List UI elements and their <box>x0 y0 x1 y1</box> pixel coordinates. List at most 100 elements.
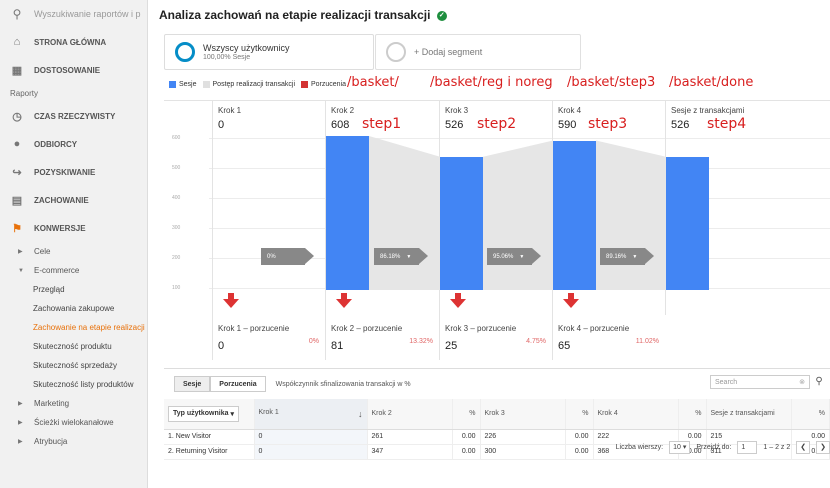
nav-attribution[interactable]: ▶ Atrybucja <box>0 432 147 451</box>
nav-leaf-overview[interactable]: Przegląd <box>33 285 65 294</box>
caret-down-icon: ▼ <box>18 267 24 274</box>
grid-line <box>209 138 830 139</box>
nav-conversions[interactable]: ⚑ KONWERSJE <box>0 214 147 242</box>
search-icon: ⚲ <box>12 7 22 21</box>
nav-ecommerce[interactable]: ▼ E-commerce <box>0 261 147 280</box>
column-header[interactable]: Krok 1 ↓ <box>254 399 368 430</box>
nav-realtime-label: CZAS RZECZYWISTY <box>34 111 116 121</box>
funnel-bar-step-2[interactable] <box>326 135 369 290</box>
nav-behavior-label: ZACHOWANIE <box>34 195 89 205</box>
progress-flag-2-label: 86.18% <box>380 253 401 260</box>
nav-leaf-checkout-behavior[interactable]: Zachowanie na etapie realizacji <box>33 323 145 332</box>
progress-flag-1[interactable]: 0% <box>261 248 314 265</box>
caret-right-icon: ▶ <box>18 401 23 407</box>
column-header[interactable]: Sesje z transakcjami <box>706 399 792 430</box>
dropoff-step-2[interactable]: Krok 2 – porzucenie 81 13.32% <box>325 316 439 360</box>
column-header[interactable]: % <box>565 399 594 430</box>
dropoff-step-1-pct: 0% <box>308 338 319 345</box>
dropoff-step-4[interactable]: Krok 4 – porzucenie 65 11.02% <box>552 316 665 360</box>
progress-flag-3[interactable]: 95.06% ▼ <box>487 248 541 265</box>
person-icon: ● <box>13 138 21 150</box>
nav-home[interactable]: ⌂ STRONA GŁÓWNA <box>0 28 147 56</box>
table-cell: 300 <box>480 444 566 460</box>
sessions-toggle-button[interactable]: Sesje <box>174 376 211 392</box>
clock-icon: ◷ <box>12 110 22 123</box>
legend-swatch <box>169 81 176 88</box>
nav-multichannel-label: Ścieżki wielokanałowe <box>34 418 114 427</box>
annotation-url-2: /basket/reg i noreg <box>430 75 553 90</box>
clear-search-icon[interactable]: ⊗ <box>799 379 805 386</box>
nav-leaf-product-performance[interactable]: Skuteczność produktu <box>33 342 112 351</box>
caret-right-icon: ▶ <box>18 420 23 426</box>
caret-right-icon: ▶ <box>18 249 23 255</box>
step-2: Krok 2 608 <box>331 106 354 131</box>
caret-down-icon: ▼ <box>519 253 525 260</box>
table-cell: 222 <box>593 429 679 445</box>
nav-audience[interactable]: ● ODBIORCY <box>0 130 147 158</box>
column-header[interactable]: % <box>452 399 481 430</box>
segment-all-users[interactable]: Wszyscy użytkownicy 100,00% Sesje <box>164 34 374 70</box>
row-dimension[interactable]: 2. Returning Visitor <box>164 444 255 460</box>
dropoff-step-3[interactable]: Krok 3 – porzucenie 25 4.75% <box>439 316 552 360</box>
row-dimension[interactable]: 1. New Visitor <box>164 429 255 445</box>
verified-shield-icon: ✓ <box>436 10 447 21</box>
report-search[interactable]: ⚲ Wyszukiwanie raportów i p <box>0 0 147 28</box>
next-page-button[interactable]: ❯ <box>816 440 830 454</box>
pagination: Liczba wierszy: 10 ▾ Przejdź do: 1 1 – 2… <box>616 439 830 455</box>
funnel-bar-transactions[interactable] <box>666 156 709 290</box>
nav-leaf-product-list[interactable]: Skuteczność listy produktów <box>33 380 134 389</box>
dropoff-step-1[interactable]: Krok 1 – porzucenie 0 0% <box>212 316 325 360</box>
table-search-placeholder: Search <box>715 378 738 386</box>
funnel-bar-step-3[interactable] <box>440 156 483 290</box>
nav-behavior[interactable]: ▤ ZACHOWANIE <box>0 186 147 214</box>
column-separator <box>212 100 213 360</box>
dropoff-arrow-icon <box>563 299 579 308</box>
progress-area <box>596 140 666 290</box>
column-header[interactable]: Krok 4 <box>593 399 679 430</box>
step-1: Krok 1 0 <box>218 106 241 131</box>
step-2-value: 608 <box>331 119 350 131</box>
table-cell: 0.00 <box>565 444 594 460</box>
progress-area <box>369 135 440 290</box>
goto-label: Przejdź do: <box>696 443 732 451</box>
step-4-value: 590 <box>558 119 577 131</box>
step-transactions-label: Sesje z transakcjami <box>671 106 745 115</box>
nav-ecommerce-label: E-commerce <box>34 266 80 275</box>
add-segment-button[interactable]: + Dodaj segment <box>375 34 581 70</box>
column-header[interactable]: Krok 3 <box>480 399 566 430</box>
dimension-header: Typ użytkownika ▾ <box>164 399 255 430</box>
step-3-label: Krok 3 <box>445 106 469 115</box>
goto-page-input[interactable]: 1 <box>737 440 758 454</box>
nav-acquisition[interactable]: ↪ POZYSKIWANIE <box>0 158 147 186</box>
dropoff-arrow-stem <box>228 293 234 299</box>
rows-per-page-select[interactable]: 10 ▾ <box>669 440 691 454</box>
sidebar: ⚲ Wyszukiwanie raportów i p ⌂ STRONA GŁÓ… <box>0 0 148 488</box>
annotation-step-2: step2 <box>477 116 517 132</box>
dropoff-step-3-label: Krok 3 – porzucenie <box>445 324 517 333</box>
prev-page-button[interactable]: ❮ <box>796 440 811 454</box>
progress-flag-2[interactable]: 86.18% ▼ <box>374 248 428 265</box>
table-search-input[interactable]: Search ⊗ <box>710 375 810 389</box>
caret-down-icon: ▼ <box>632 253 638 260</box>
abandon-toggle-button[interactable]: Porzucenia <box>210 376 266 392</box>
funnel-top-line <box>164 100 830 101</box>
search-icon[interactable]: ⚲ <box>815 376 823 387</box>
nav-multichannel[interactable]: ▶ Ścieżki wielokanałowe <box>0 413 147 432</box>
nav-marketing[interactable]: ▶ Marketing <box>0 394 147 413</box>
dimension-dropdown[interactable]: Typ użytkownika ▾ <box>168 405 239 422</box>
nav-realtime[interactable]: ◷ CZAS RZECZYWISTY <box>0 102 147 130</box>
nav-goals[interactable]: ▶ Cele <box>0 242 147 261</box>
column-header[interactable]: Krok 2 <box>367 399 453 430</box>
column-header[interactable]: % <box>678 399 707 430</box>
segment-name: Wszyscy użytkownicy <box>203 43 290 53</box>
nav-customize[interactable]: ▦ DOSTOSOWANIE <box>0 56 147 84</box>
progress-flag-4[interactable]: 89.16% ▼ <box>600 248 654 265</box>
nav-leaf-shopping-behavior[interactable]: Zachowania zakupowe <box>33 304 115 313</box>
funnel-bar-step-4[interactable] <box>553 140 596 290</box>
legend-sessions-label: Sesje <box>179 81 197 88</box>
report-search-input[interactable]: Wyszukiwanie raportów i p <box>34 9 141 19</box>
column-header[interactable]: % <box>791 399 830 430</box>
annotation-step-4: step4 <box>707 116 747 132</box>
nav-leaf-sales-performance[interactable]: Skuteczność sprzedaży <box>33 361 118 370</box>
legend-sessions: Sesje <box>169 81 197 88</box>
